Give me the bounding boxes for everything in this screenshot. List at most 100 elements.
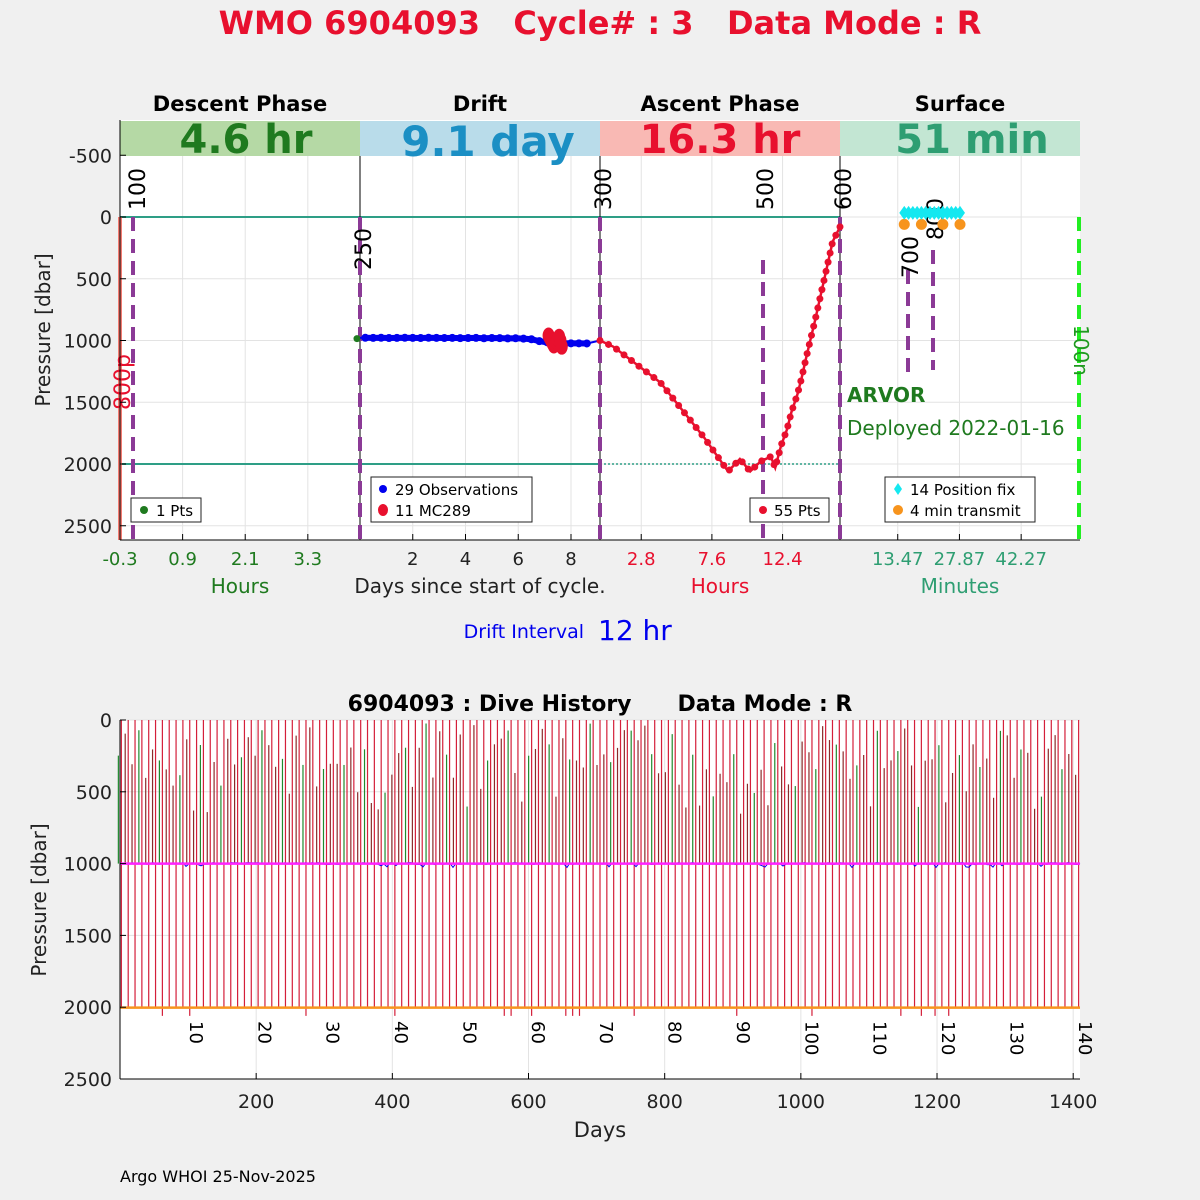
- cycle-number-label: 90: [732, 1021, 753, 1044]
- ascent-point: [826, 249, 834, 257]
- xlabel-descent-unit: Hours: [211, 574, 270, 598]
- ascent-point: [803, 350, 811, 358]
- drift-point: [487, 334, 496, 343]
- top-xtick-label: 2: [407, 549, 418, 570]
- left-marker-label: 800p: [111, 354, 136, 410]
- bottom-ytick-label: 0: [100, 710, 112, 732]
- drift-point: [519, 334, 528, 343]
- top-ytick-label: 1500: [64, 392, 112, 414]
- band-ascent: [600, 121, 840, 156]
- drift-point: [464, 334, 473, 343]
- band-surface: [840, 121, 1080, 156]
- top-y-label: Pressure [dbar]: [31, 253, 55, 406]
- mc-label-500: 500: [754, 168, 779, 210]
- ascent-point: [709, 446, 717, 454]
- figure-title: WMO 6904093 Cycle# : 3 Data Mode : R: [219, 4, 982, 42]
- cycle-number-label: 140: [1074, 1021, 1095, 1055]
- mc-label-300: 300: [592, 168, 617, 210]
- drift-interval-label: Drift Interval: [464, 621, 584, 643]
- drift-point: [503, 334, 512, 343]
- ascent-point: [801, 359, 809, 367]
- ascent-point: [642, 368, 650, 376]
- top-xtick-label: 7.6: [698, 549, 727, 570]
- ascent-point: [778, 440, 786, 448]
- ascent-point: [810, 322, 818, 330]
- drift-point: [416, 334, 425, 343]
- drift-interval-value: 12 hr: [598, 614, 672, 647]
- right-marker-label: 100n: [1069, 325, 1093, 376]
- top-xtick-label: 12.4: [763, 549, 803, 570]
- bottom-xtick-label: 600: [510, 1091, 546, 1113]
- bottom-cycle-labels: 10 20 30 40 50 60 70 80 90 100 110 120 130 140: [185, 1021, 1095, 1055]
- ascent-point: [795, 386, 803, 394]
- transmit-point: [915, 218, 927, 230]
- drift-point: [440, 334, 449, 343]
- bottom-ytick-label: 500: [76, 782, 112, 804]
- xlabel-ascent-unit: Hours: [691, 574, 750, 598]
- bottom-xtick-label: 800: [647, 1091, 683, 1113]
- drift-point: [408, 333, 417, 342]
- legend-surface-transmit: 4 min transmit: [910, 502, 1021, 520]
- ascent-point: [714, 454, 722, 462]
- mc-label-250: 250: [352, 228, 377, 270]
- mc-label-800: 800: [924, 198, 949, 240]
- mc-label-100: 100: [126, 168, 151, 210]
- ascent-point: [836, 223, 844, 231]
- drift-point: [361, 333, 370, 342]
- top-ytick-label: 0: [100, 207, 112, 229]
- ascent-point: [650, 374, 658, 382]
- ascent-point: [680, 409, 688, 417]
- ascent-point: [792, 395, 800, 403]
- ascent-point: [814, 304, 822, 312]
- ascent-point: [627, 357, 635, 365]
- ascent-point: [738, 458, 746, 466]
- footer-credit: Argo WHOI 25-Nov-2025: [120, 1167, 316, 1186]
- ascent-point: [692, 423, 700, 431]
- drift-point: [535, 337, 544, 346]
- top-ytick-label: 2000: [64, 454, 112, 476]
- ascent-point: [657, 379, 665, 387]
- cycle-number-label: 80: [664, 1021, 685, 1044]
- ascent-point: [766, 453, 774, 461]
- ascent-point: [732, 459, 740, 467]
- transmit-point: [937, 218, 949, 230]
- cycle-number-label: 70: [595, 1021, 616, 1044]
- bottom-ytick-label: 2000: [64, 997, 112, 1019]
- top-ytick-label: -500: [69, 145, 112, 167]
- ascent-point: [822, 267, 830, 275]
- drift-point: [495, 334, 504, 343]
- bottom-ytick-label: 2500: [64, 1069, 112, 1091]
- ascent-point: [704, 438, 712, 446]
- top-ytick-label: 1000: [64, 331, 112, 353]
- drift-point: [527, 335, 536, 344]
- mc289-point: [555, 338, 568, 355]
- cycle-number-label: 110: [869, 1021, 890, 1055]
- bottom-data: [117, 719, 1081, 1080]
- ascent-point: [786, 413, 794, 421]
- cycle-number-label: 10: [185, 1021, 206, 1044]
- drift-point: [385, 334, 394, 343]
- position-fix-point: [955, 205, 965, 220]
- drift-point: [511, 334, 520, 343]
- bottom-x-label: Days: [574, 1118, 626, 1142]
- mc-label-700: 700: [899, 236, 924, 278]
- drift-point: [424, 333, 433, 342]
- duration-surface: 51 min: [895, 117, 1048, 163]
- band-descent: [120, 121, 360, 156]
- ascent-point: [720, 461, 728, 469]
- cycle-number-label: 100: [800, 1021, 821, 1055]
- top-xtick-label: 8: [565, 549, 576, 570]
- ascent-point: [698, 431, 706, 439]
- mc-labels: 100 250 300 500 600 700 800: [126, 168, 949, 278]
- ascent-point: [816, 295, 824, 303]
- bottom-x-ticks: 200 400 600 800 1000 1200 1400: [238, 1073, 1097, 1113]
- ascent-point: [812, 313, 820, 321]
- drift-point: [448, 333, 457, 342]
- phase-name-ascent: Ascent Phase: [641, 92, 800, 116]
- drift-point: [566, 339, 575, 348]
- top-xtick-label: 0.9: [168, 549, 197, 570]
- top-y-ticks: -500 0 500 1000 1500 2000 2500: [64, 145, 126, 538]
- duration-descent: 4.6 hr: [180, 117, 313, 163]
- cycle-number-label: 20: [253, 1021, 274, 1044]
- descent-point: [353, 335, 361, 343]
